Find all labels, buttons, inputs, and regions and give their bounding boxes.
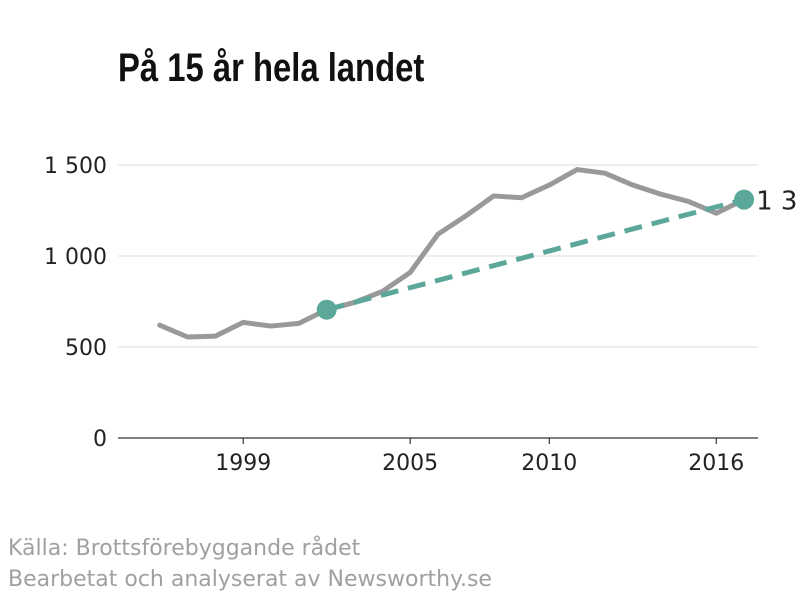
y-tick-label: 500 [65,336,107,361]
source-line-2: Bearbetat och analyserat av Newsworthy.s… [8,567,492,592]
series-lines [157,167,747,340]
trend-line [326,197,745,313]
axes [118,437,758,444]
y-axis-tick-labels: 0 500 1 000 1 500 [44,154,107,452]
x-tick-label: 2016 [688,451,744,476]
y-tick-label: 0 [93,427,107,452]
x-tick-label: 1999 [215,451,271,476]
grid-lines [118,164,758,348]
y-tick-label: 1 000 [44,245,107,270]
y-tick-label: 1 500 [44,154,107,179]
annotations: 1 31 [756,187,800,217]
chart-title: På 15 år hela landet [118,46,425,90]
endpoint-marker [734,189,755,210]
x-axis-tick-labels: 1999 2005 2010 2016 [215,451,744,476]
series-markers [316,189,755,320]
x-tick-label: 2005 [382,451,438,476]
end-value-label: 1 31 [756,187,800,217]
endpoint-marker [316,299,337,320]
source-line-1: Källa: Brottsförebyggande rådet [8,536,361,561]
main-line [157,167,747,340]
x-tick-label: 2010 [521,451,577,476]
